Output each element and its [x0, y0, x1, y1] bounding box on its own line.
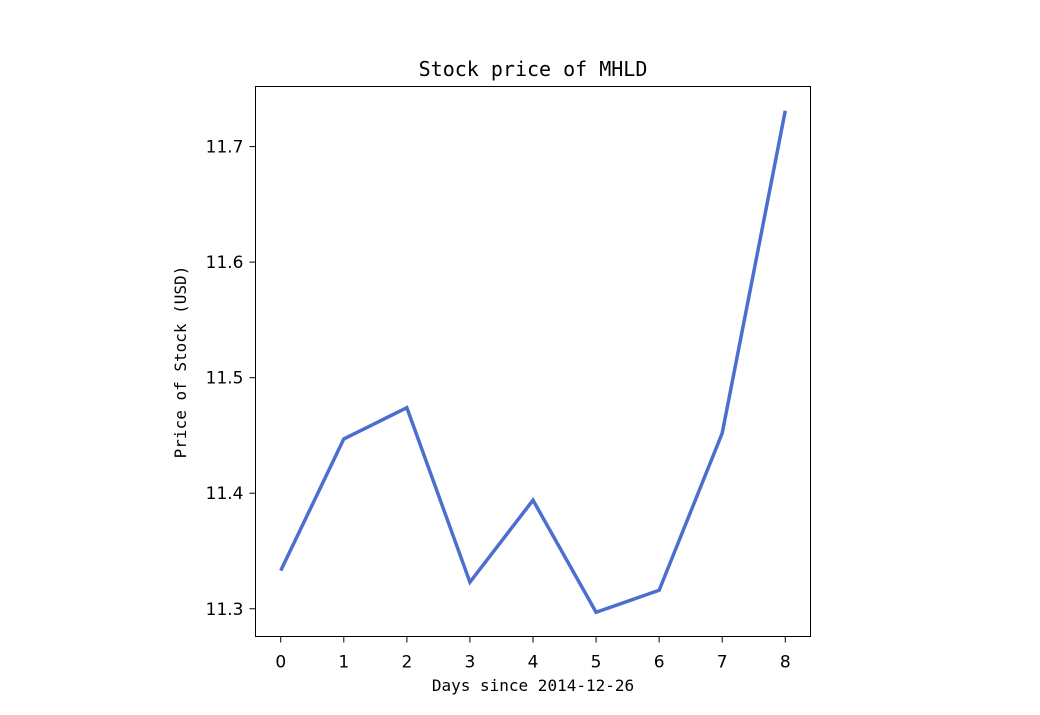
y-tick-label: 11.3 [206, 600, 244, 620]
x-tick-label: 3 [465, 653, 476, 673]
x-tick-label: 0 [275, 653, 286, 673]
x-axis-label: Days since 2014-12-26 [432, 676, 634, 695]
x-tick-label: 4 [528, 653, 539, 673]
y-axis-label: Price of Stock (USD) [171, 266, 190, 459]
series-line [279, 110, 787, 615]
plot-area [255, 86, 811, 637]
plot-frame [255, 86, 811, 637]
x-tick-label: 5 [591, 653, 602, 673]
y-tick-label: 11.4 [206, 484, 244, 504]
y-axis: 11.3 11.4 11.5 11.6 11.7 [206, 138, 256, 620]
y-tick-label: 11.7 [206, 138, 244, 158]
chart-title: Stock price of MHLD [419, 57, 648, 81]
x-axis: 0 1 2 3 4 5 6 7 8 [275, 636, 791, 673]
x-tick-label: 2 [401, 653, 412, 673]
series-layer [279, 110, 787, 615]
x-tick-label: 7 [717, 653, 728, 673]
x-tick-label: 1 [338, 653, 349, 673]
y-tick-label: 11.5 [206, 369, 244, 389]
x-tick-label: 6 [654, 653, 665, 673]
y-tick-label: 11.6 [206, 253, 244, 273]
x-tick-label: 8 [780, 653, 791, 673]
